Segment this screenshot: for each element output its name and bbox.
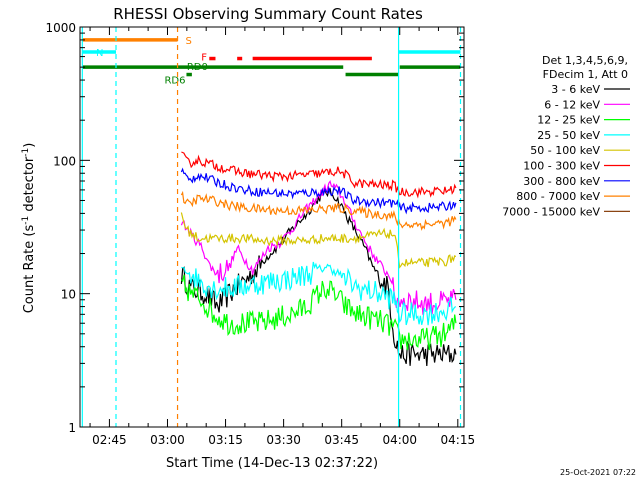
legend-entry-label: 12 - 25 keV (537, 114, 600, 127)
legend-entry-label: 100 - 300 keV (523, 160, 600, 173)
legend-entry-label: 300 - 800 keV (523, 175, 600, 188)
x-tick-label: 03:15 (208, 433, 243, 447)
flag-label: RD6 (164, 76, 185, 87)
legend-entry-label: 25 - 50 keV (537, 129, 600, 142)
y-axis-label-sup: -1 (21, 148, 31, 157)
flag-label: S (186, 36, 192, 47)
time-markers (82, 27, 460, 427)
x-tick-label: 02:45 (92, 433, 127, 447)
legend-entry-label: 3 - 6 keV (551, 83, 600, 96)
y-tick-label: 1 (68, 421, 76, 435)
x-tick-label: 03:00 (150, 433, 185, 447)
series-lines (181, 152, 456, 366)
y-tick-label: 100 (53, 154, 76, 168)
legend-header: Det 1,3,4,5,6,9, (542, 54, 628, 67)
y-axis-label-part: detector (22, 156, 37, 216)
flag-label: RD0 (187, 62, 208, 73)
y-axis-label-part: ) (22, 143, 37, 148)
x-tick-label: 03:30 (266, 433, 301, 447)
legend-entry-label: 800 - 7000 keV (516, 190, 600, 203)
x-axis-label: Start Time (14-Dec-13 02:37:22) (166, 456, 378, 471)
generated-timestamp: 25-Oct-2021 07:22 (560, 468, 636, 477)
y-tick-label: 1000 (45, 21, 76, 35)
x-tick-label: 04:15 (441, 433, 476, 447)
plot-axes: 02:45 03:00 03:15 03:30 03:45 04:00 04:15 1 10 10… (45, 21, 475, 447)
series-line (181, 152, 456, 196)
x-tick-label: 03:45 (324, 433, 359, 447)
x-tick-label: 04:00 (382, 433, 417, 447)
y-tick-label: 10 (61, 288, 76, 302)
legend: Det 1,3,4,5,6,9,FDecim 1, Att 0 3 - 6 keV… (502, 54, 630, 218)
y-axis-label: Count Rate (s-1 detector-1) (21, 143, 37, 314)
legend-entry-label: 50 - 100 keV (530, 144, 600, 157)
series-line (181, 189, 456, 366)
legend-entry-label: 6 - 12 keV (544, 98, 600, 111)
chart-title: RHESSI Observing Summary Count Rates (113, 5, 423, 23)
y-axis-label-sup: -1 (21, 216, 31, 225)
plot-frame (80, 27, 464, 427)
legend-header: FDecim 1, Att 0 (543, 68, 628, 81)
flag-label: N (96, 48, 103, 59)
y-axis-label-part: Count Rate (s (22, 225, 37, 314)
legend-entry-label: 7000 - 15000 keV (502, 205, 600, 218)
series-line (181, 213, 456, 268)
